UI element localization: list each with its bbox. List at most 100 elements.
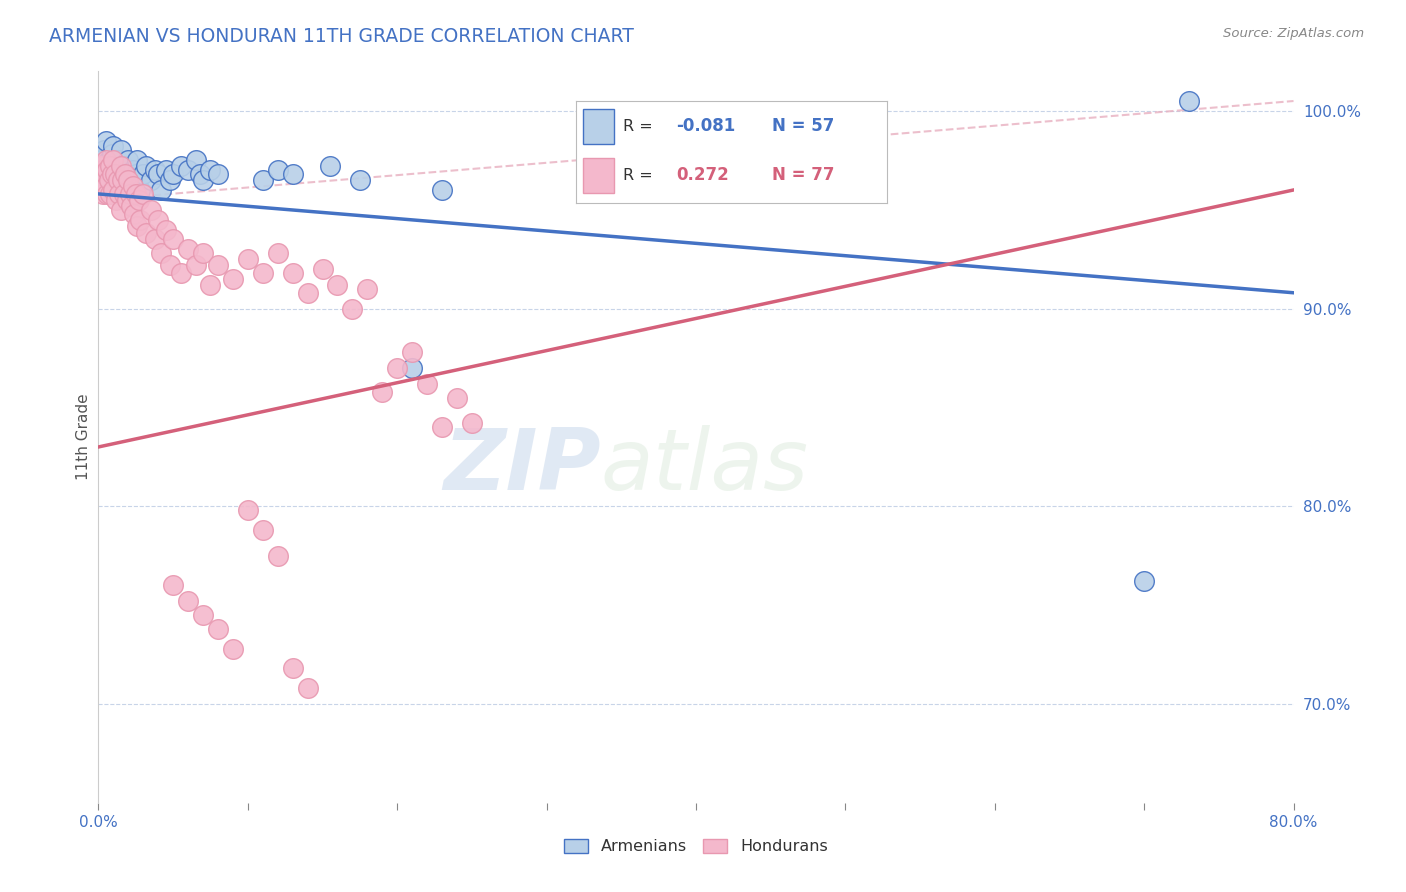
Point — [148, 167, 170, 181]
Point — [98, 186, 122, 201]
Point — [461, 416, 484, 430]
Point — [326, 277, 349, 292]
Point — [117, 173, 139, 187]
Point — [385, 360, 409, 375]
Point — [105, 193, 128, 207]
Point — [281, 661, 304, 675]
Point — [1178, 94, 1201, 108]
Point — [252, 266, 274, 280]
Point — [207, 622, 229, 636]
Point — [714, 183, 737, 197]
Point — [177, 242, 200, 256]
Point — [117, 153, 139, 168]
Point — [200, 277, 222, 292]
Point — [91, 186, 114, 201]
Point — [155, 222, 177, 236]
Text: ARMENIAN VS HONDURAN 11TH GRADE CORRELATION CHART: ARMENIAN VS HONDURAN 11TH GRADE CORRELAT… — [49, 27, 634, 45]
Point — [103, 139, 125, 153]
Point — [371, 384, 394, 399]
Point — [96, 163, 118, 178]
Point — [135, 159, 157, 173]
Point — [97, 173, 120, 187]
Point — [135, 227, 157, 241]
Point — [188, 167, 211, 181]
Point — [162, 167, 184, 181]
Point — [222, 272, 245, 286]
Point — [112, 186, 135, 201]
Point — [430, 420, 453, 434]
Point — [114, 167, 136, 181]
Point — [162, 232, 184, 246]
Point — [104, 183, 127, 197]
Point — [669, 167, 692, 181]
Point — [319, 159, 342, 173]
Point — [281, 167, 304, 181]
Point — [236, 252, 259, 267]
Point — [89, 163, 111, 178]
Point — [139, 202, 162, 217]
Point — [91, 167, 114, 181]
Point — [267, 163, 290, 178]
Point — [1133, 574, 1156, 589]
Point — [416, 376, 439, 391]
Point — [155, 163, 177, 178]
Point — [184, 153, 207, 168]
Point — [356, 282, 378, 296]
Point — [103, 153, 125, 168]
Point — [252, 173, 274, 187]
Point — [252, 523, 274, 537]
Point — [159, 258, 181, 272]
Point — [297, 285, 319, 300]
Point — [349, 173, 371, 187]
Point — [94, 153, 117, 168]
Point — [125, 167, 148, 181]
Point — [107, 153, 129, 168]
Point — [401, 360, 423, 375]
Point — [89, 159, 111, 173]
Point — [430, 183, 453, 197]
Point — [177, 594, 200, 608]
Point — [103, 183, 125, 197]
Text: atlas: atlas — [600, 425, 808, 508]
Point — [401, 345, 423, 359]
Point — [114, 186, 136, 201]
Point — [267, 246, 290, 260]
Point — [143, 163, 166, 178]
Point — [111, 173, 134, 187]
Point — [143, 232, 166, 246]
Point — [93, 144, 115, 158]
Point — [101, 147, 124, 161]
Point — [94, 179, 117, 194]
Point — [120, 199, 142, 213]
Point — [281, 266, 304, 280]
Y-axis label: 11th Grade: 11th Grade — [76, 393, 91, 481]
Point — [148, 212, 170, 227]
Point — [94, 134, 117, 148]
Text: ZIP: ZIP — [443, 425, 600, 508]
Point — [103, 159, 125, 173]
Point — [207, 258, 229, 272]
Point — [446, 391, 468, 405]
Point — [132, 186, 155, 201]
Point — [110, 163, 132, 178]
Point — [342, 301, 364, 316]
Point — [115, 193, 138, 207]
Point — [108, 186, 131, 201]
Point — [91, 163, 114, 178]
Point — [207, 167, 229, 181]
Point — [169, 266, 191, 280]
Point — [118, 186, 141, 201]
Point — [200, 163, 222, 178]
Point — [124, 207, 146, 221]
Text: Source: ZipAtlas.com: Source: ZipAtlas.com — [1223, 27, 1364, 40]
Point — [139, 173, 162, 187]
Point — [98, 159, 122, 173]
Point — [150, 246, 173, 260]
Point — [125, 186, 148, 201]
Point — [267, 549, 290, 563]
Point — [191, 173, 214, 187]
Point — [127, 219, 149, 233]
Point — [110, 202, 132, 217]
Point — [107, 173, 129, 187]
Point — [236, 503, 259, 517]
